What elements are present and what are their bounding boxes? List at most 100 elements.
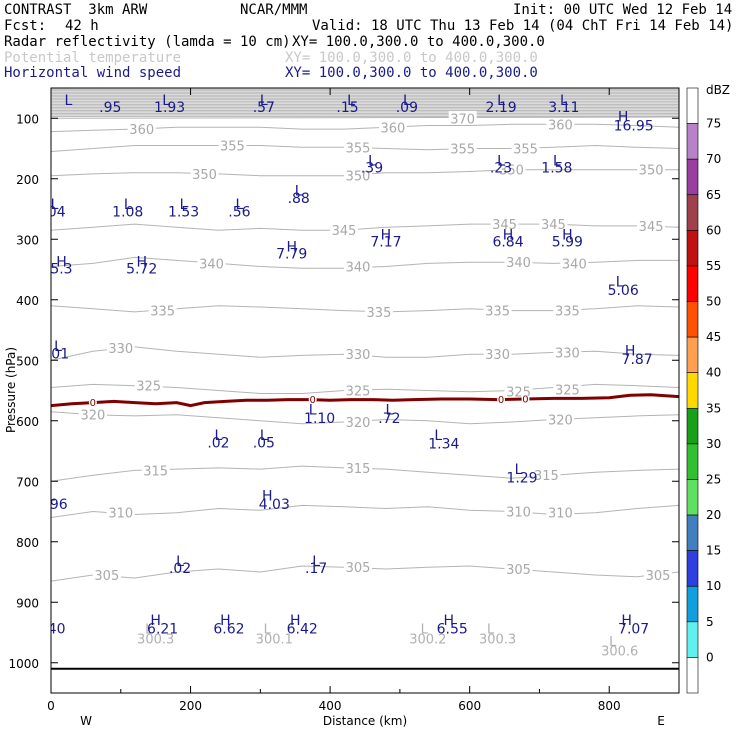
theta-label-335: 335 (485, 305, 510, 320)
theta-label-330: 330 (346, 348, 371, 363)
y-tick-label: 900 (16, 596, 39, 610)
wind-extremum-marker: L (260, 93, 268, 109)
theta-label-360: 360 (129, 123, 154, 138)
theta-label-320: 320 (346, 416, 371, 431)
theta-label-305: 305 (646, 569, 671, 584)
theta-label-bg (546, 117, 575, 131)
theta-label-bg (637, 162, 666, 176)
theta-label-330: 330 (555, 346, 580, 361)
x-tick-label: 200 (179, 699, 202, 713)
theta-label-bg (106, 505, 135, 519)
y-tick-label: 100 (16, 112, 39, 126)
wind-extremum-value: .95 (99, 100, 121, 116)
theta-label-310: 310 (548, 507, 573, 522)
theta-label-305: 305 (346, 561, 371, 576)
theta-label-335: 335 (555, 305, 580, 320)
theta-label-bg (190, 166, 219, 180)
wind-extremum-value: 3.11 (548, 100, 579, 116)
theta-label-bg (330, 223, 359, 237)
theta-label-335: 335 (150, 305, 175, 320)
wind-extremum-value: .09 (396, 100, 418, 116)
wind-extremum-value: 40 (48, 622, 66, 638)
theta-extremum-label: L (421, 623, 429, 638)
x-tick-label: 600 (458, 699, 481, 713)
wind-extremum-value: 16.95 (614, 118, 654, 134)
theta-label-bg (378, 120, 407, 134)
wind-extremum-value: .56 (228, 204, 250, 220)
wind-extremum-marker: L (347, 93, 355, 109)
wind-extremum-marker: L (515, 462, 523, 478)
wind-extremum-value: .17 (305, 561, 327, 577)
x-tick-label: 800 (598, 699, 621, 713)
wind-extremum-value: .02 (207, 435, 229, 451)
valid-label: Valid: 18 UTC Thu 13 Feb 14 (04 ChT Fri … (312, 18, 734, 34)
y-tick-label: 700 (16, 475, 39, 489)
x-axis-title: Distance (km) (323, 714, 407, 728)
wind-extremum-marker: L (162, 93, 170, 109)
colorbar-label: 25 (706, 472, 721, 486)
wind-extremum-marker: L (235, 197, 243, 213)
colorbar-label: 40 (706, 366, 721, 380)
colorbar-label: 65 (706, 188, 721, 202)
theta-label-bg (560, 256, 589, 270)
wind-extremum-marker: L (176, 554, 184, 570)
melting-level-label: 0 (498, 395, 504, 406)
wind-extremum-marker: L (47, 489, 55, 505)
wind-extremum-marker: L (497, 93, 505, 109)
model-label: CONTRAST 3km ARW (4, 2, 148, 18)
theta-label-340: 340 (506, 256, 531, 271)
theta-label-330: 330 (108, 342, 133, 357)
theta-label-bg (504, 561, 533, 575)
theta-contour-370 (51, 116, 679, 119)
wind-extremum-marker: L (553, 153, 561, 169)
theta-label-bg (106, 341, 135, 355)
colorbar-swatch (686, 479, 699, 516)
wind-extremum-value: 7.79 (276, 247, 307, 263)
theta-extremum-label: L (264, 623, 272, 638)
theta-label-bg (483, 347, 512, 361)
theta-label-bg (504, 504, 533, 518)
theta-extremum-label: 300.3 (479, 632, 516, 647)
wind-extremum-value: 7.17 (370, 235, 401, 251)
theta-label-bg (532, 468, 561, 482)
theta-label-335: 335 (367, 306, 392, 321)
theta-extremum-label: 300.2 (409, 632, 446, 647)
melting-label-bg (521, 394, 530, 403)
wind-extremum-value: 6.62 (213, 622, 244, 638)
wind-extremum-value: 5.72 (126, 262, 157, 278)
theta-label-305: 305 (506, 563, 531, 578)
theta-label-bg (197, 256, 226, 270)
theta-label-bg (546, 505, 575, 519)
colorbar-swatch (686, 514, 699, 551)
wind-extremum-marker: H (262, 489, 273, 505)
melting-level-label: 0 (309, 395, 315, 406)
theta-label-315: 315 (346, 462, 371, 477)
wind-extremum-marker: L (560, 93, 568, 109)
y-tick-label: 1000 (8, 657, 39, 671)
colorbar-label: 15 (706, 544, 721, 558)
wind-extremum-value: 2.19 (485, 100, 516, 116)
colorbar-label: 70 (706, 152, 721, 166)
theta-label-350: 350 (639, 164, 664, 179)
theta-label-355: 355 (346, 141, 371, 156)
wind-extremum-value: .04 (43, 204, 65, 220)
wind-extremum-marker: H (56, 254, 67, 270)
wind-extremum-value: .39 (361, 161, 383, 177)
colorbar-label: 30 (706, 437, 721, 451)
theta-label-340: 340 (346, 260, 371, 275)
plot-frame (50, 87, 680, 694)
wind-extremum-value: .01 (47, 346, 69, 362)
theta-label-345: 345 (492, 218, 517, 233)
theta-label-325: 325 (346, 385, 371, 400)
wind-extremum-marker: L (403, 93, 411, 109)
theta-label-bg (511, 141, 540, 155)
wind-extremum-value: .15 (336, 100, 358, 116)
x-tick-label: 400 (319, 699, 342, 713)
wind-extremum-marker: L (616, 274, 624, 290)
theta-label-315: 315 (143, 464, 168, 479)
wind-extremum-value: 1.58 (541, 161, 572, 177)
wind-extremum-marker: L (215, 428, 223, 444)
theta-label-345: 345 (332, 224, 357, 239)
direction-east: E (657, 714, 665, 728)
